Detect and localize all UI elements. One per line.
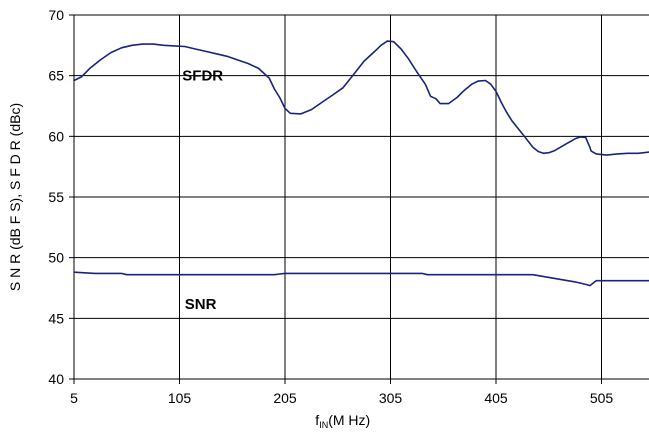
plot-area-frame <box>73 14 649 380</box>
y-tick-label: 40 <box>48 371 64 387</box>
series-lines <box>73 40 649 287</box>
x-tick-label: 205 <box>273 390 297 406</box>
y-axis-label: S N R (dB F S), S F D R (dBc) <box>7 103 23 291</box>
x-tick-label: 105 <box>168 390 192 406</box>
y-tick-label: 70 <box>48 7 64 23</box>
y-tick-label: 60 <box>48 128 64 144</box>
gridlines <box>69 14 649 384</box>
y-tick-label: 65 <box>48 68 64 84</box>
x-axis-label-main: f <box>315 412 319 428</box>
x-axis-label-unit: (M Hz) <box>328 412 370 428</box>
x-tick-label: 5 <box>70 390 78 406</box>
series-line-sfdr <box>73 40 649 156</box>
tick-labels: 40 45 50 55 60 65 70 5 105 205 305 405 505 <box>48 7 613 406</box>
series-labels: SFDR SNR <box>182 68 223 313</box>
y-tick-label: 45 <box>48 310 64 326</box>
series-label-sfdr: SFDR <box>182 68 223 85</box>
y-tick-label: 50 <box>48 250 64 266</box>
x-axis-label: fIN(M Hz) <box>315 412 370 430</box>
series-line-snr <box>73 271 649 287</box>
x-axis-label-subscript: IN <box>319 420 328 430</box>
series-label-snr: SNR <box>185 296 217 313</box>
y-tick-label: 55 <box>48 189 64 205</box>
x-tick-label: 505 <box>590 390 614 406</box>
x-tick-label: 405 <box>484 390 508 406</box>
x-tick-label: 305 <box>379 390 403 406</box>
